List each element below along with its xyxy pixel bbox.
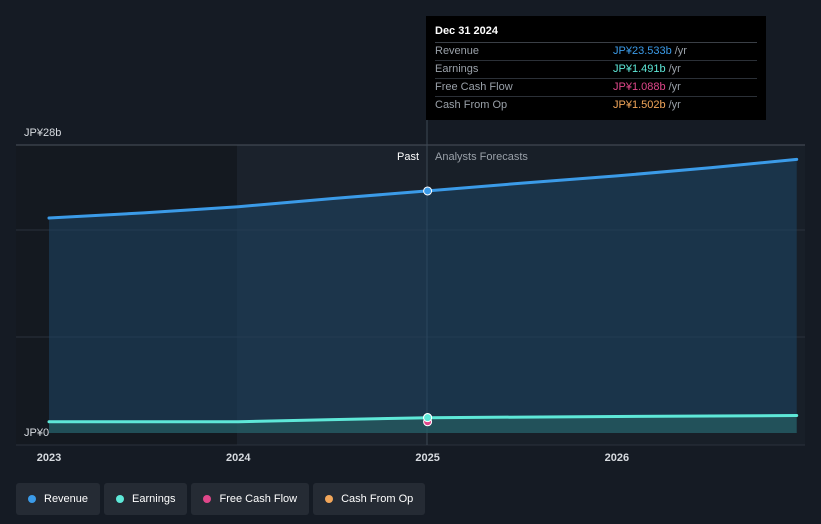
legend-label: Free Cash Flow [219, 493, 298, 505]
tooltip-row-value: JP¥23.533b [613, 45, 672, 57]
legend-item-earnings[interactable]: Earnings [104, 483, 188, 515]
series-areas [49, 159, 797, 433]
past-label: Past [397, 151, 419, 163]
x-tick-label: 2023 [37, 452, 61, 464]
legend-dot-icon [325, 495, 334, 503]
tooltip-row-label: Cash From Op [435, 99, 508, 111]
legend-dot-icon [28, 495, 36, 503]
revenue-marker[interactable] [423, 186, 433, 196]
tooltip-row: Free Cash Flow JP¥1.088b/yr [435, 79, 757, 97]
tooltip-row-unit: /yr [668, 63, 681, 75]
x-tick-label: 2026 [605, 452, 629, 464]
legend-item-revenue[interactable]: Revenue [16, 483, 101, 515]
y-tick-label: JP¥28b [24, 127, 61, 139]
tooltip: Dec 31 2024 Revenue JP¥23.533b/yr Earnings… [426, 16, 766, 120]
tooltip-row-label: Earnings [435, 63, 479, 75]
tooltip-row-unit: /yr [674, 45, 687, 57]
tooltip-row-unit: /yr [668, 81, 681, 93]
legend-item-free-cash-flow[interactable]: Free Cash Flow [191, 483, 310, 515]
tooltip-title: Dec 31 2024 [435, 24, 757, 43]
legend-item-cash-from-op[interactable]: Cash From Op [313, 483, 426, 515]
tooltip-row: Earnings JP¥1.491b/yr [435, 61, 757, 79]
x-axis-labels: 2023 2024 2025 2026 [37, 452, 629, 464]
tooltip-row-label: Revenue [435, 45, 480, 57]
y-tick-label: JP¥0 [24, 427, 49, 439]
earnings-area [49, 415, 797, 433]
tooltip-row-unit: /yr [668, 99, 681, 111]
legend-label: Revenue [44, 493, 89, 505]
tooltip-row: Revenue JP¥23.533b/yr [435, 43, 757, 61]
legend-dot-icon [116, 495, 125, 503]
tooltip-row-value: JP¥1.502b [613, 99, 666, 111]
tooltip-row-value: JP¥1.088b [613, 81, 666, 93]
forecast-label: Analysts Forecasts [435, 151, 528, 163]
tooltip-rows: Revenue JP¥23.533b/yr Earnings JP¥1.491b/yr… [435, 43, 757, 114]
legend-label: Earnings [132, 493, 176, 505]
tooltip-row-label: Free Cash Flow [435, 81, 513, 93]
series-markers [423, 186, 433, 427]
tooltip-row-value: JP¥1.491b [613, 63, 666, 75]
y-axis-labels: JP¥28b JP¥0 [24, 127, 61, 439]
legend-label: Cash From Op [341, 493, 414, 505]
x-tick-label: 2024 [226, 452, 251, 464]
x-tick-label: 2025 [415, 452, 439, 464]
revenue-area [49, 159, 797, 433]
legend-dot-icon [203, 495, 212, 503]
legend: Revenue Earnings Free Cash Flow Cash From O… [16, 483, 426, 515]
earnings-marker[interactable] [423, 413, 433, 423]
tooltip-row: Cash From Op JP¥1.502b/yr [435, 97, 757, 114]
